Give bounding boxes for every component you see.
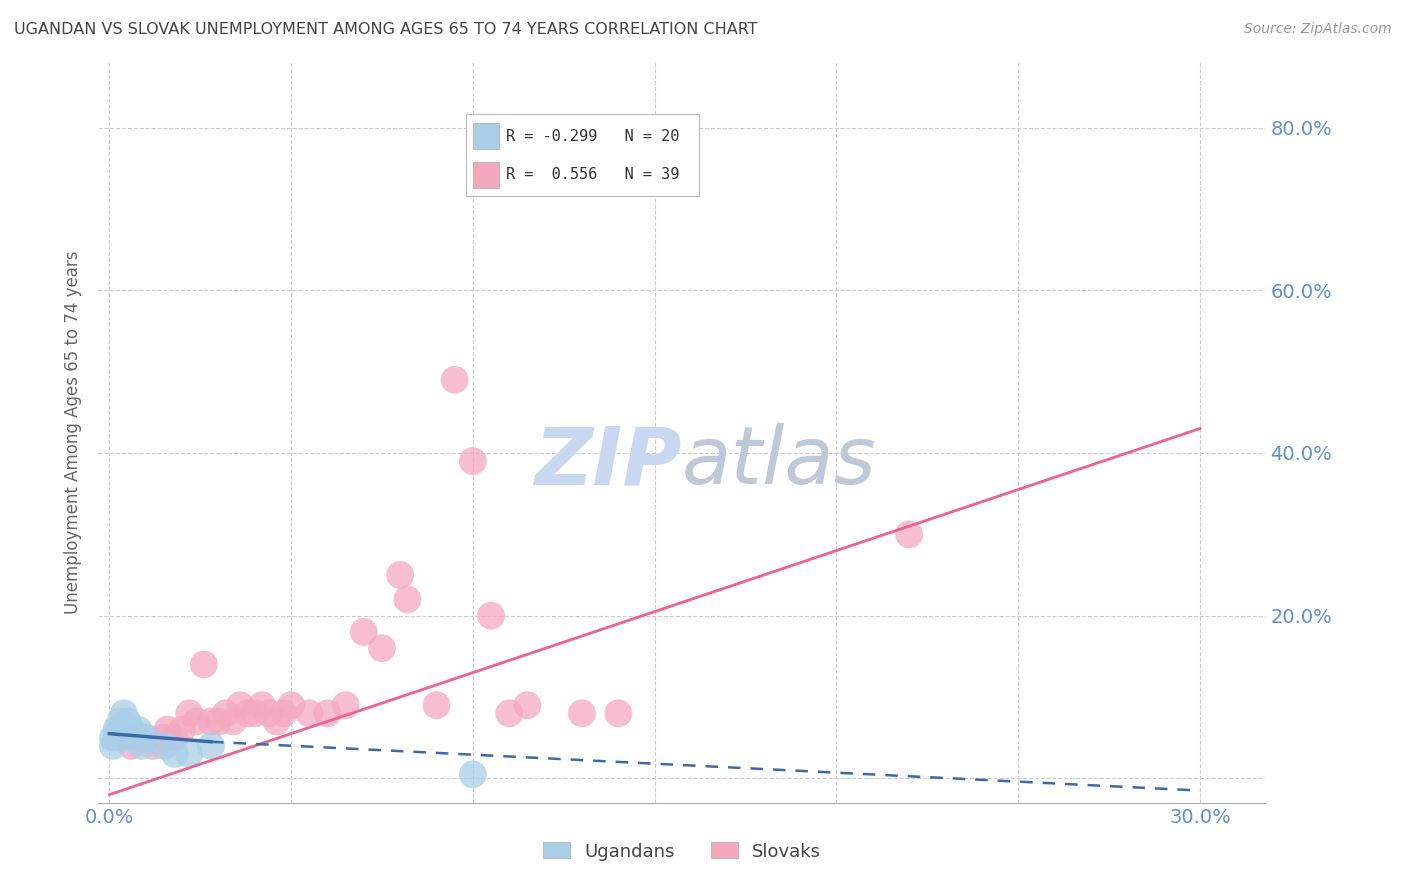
Bar xyxy=(472,123,499,149)
Point xyxy=(516,698,538,713)
Point xyxy=(179,706,201,721)
Text: UGANDAN VS SLOVAK UNEMPLOYMENT AMONG AGES 65 TO 74 YEARS CORRELATION CHART: UGANDAN VS SLOVAK UNEMPLOYMENT AMONG AGE… xyxy=(14,22,758,37)
Point xyxy=(120,739,142,753)
Point xyxy=(135,731,157,745)
Point xyxy=(443,373,465,387)
Point xyxy=(179,747,201,761)
Point xyxy=(207,714,229,729)
Point xyxy=(110,731,132,745)
Text: R = -0.299   N = 20: R = -0.299 N = 20 xyxy=(506,128,679,144)
Point xyxy=(214,706,236,721)
Text: Source: ZipAtlas.com: Source: ZipAtlas.com xyxy=(1244,22,1392,37)
Point xyxy=(280,698,302,713)
Point xyxy=(163,747,186,761)
Point xyxy=(153,739,176,753)
Point xyxy=(163,731,186,745)
Point xyxy=(101,739,124,753)
Point xyxy=(117,731,139,745)
Point xyxy=(105,723,128,737)
Point xyxy=(105,731,128,745)
Text: atlas: atlas xyxy=(682,423,877,501)
Point xyxy=(236,706,259,721)
Point xyxy=(571,706,593,721)
Point xyxy=(112,723,135,737)
Text: ZIP: ZIP xyxy=(534,423,682,501)
Point xyxy=(142,739,165,753)
Point xyxy=(186,714,208,729)
Point xyxy=(127,723,149,737)
Bar xyxy=(472,161,499,187)
Point xyxy=(222,714,245,729)
Point xyxy=(266,714,288,729)
Point xyxy=(335,698,357,713)
Point xyxy=(273,706,295,721)
Point xyxy=(498,706,520,721)
Point xyxy=(110,714,132,729)
Point xyxy=(117,714,139,729)
Point xyxy=(461,454,484,468)
Point xyxy=(153,731,176,745)
Point xyxy=(259,706,281,721)
Point xyxy=(229,698,252,713)
Point xyxy=(243,706,266,721)
Point xyxy=(124,731,146,745)
Point xyxy=(131,739,153,753)
Point xyxy=(200,739,222,753)
Point xyxy=(316,706,339,721)
Point xyxy=(479,608,502,623)
Text: R =  0.556   N = 39: R = 0.556 N = 39 xyxy=(506,167,679,182)
Legend: Ugandans, Slovaks: Ugandans, Slovaks xyxy=(536,835,828,868)
Point xyxy=(200,714,222,729)
Point xyxy=(389,568,412,582)
Point xyxy=(120,723,142,737)
Point xyxy=(127,731,149,745)
Point xyxy=(461,767,484,781)
Point xyxy=(156,723,179,737)
Point xyxy=(425,698,447,713)
Point xyxy=(112,706,135,721)
Point xyxy=(898,527,921,541)
Point xyxy=(170,723,193,737)
Point xyxy=(135,731,157,745)
Point xyxy=(298,706,321,721)
Point xyxy=(193,657,215,672)
Point xyxy=(101,731,124,745)
Point xyxy=(371,641,394,656)
Point xyxy=(353,624,375,639)
Point xyxy=(607,706,630,721)
Point xyxy=(396,592,419,607)
Y-axis label: Unemployment Among Ages 65 to 74 years: Unemployment Among Ages 65 to 74 years xyxy=(65,251,83,615)
Point xyxy=(250,698,273,713)
